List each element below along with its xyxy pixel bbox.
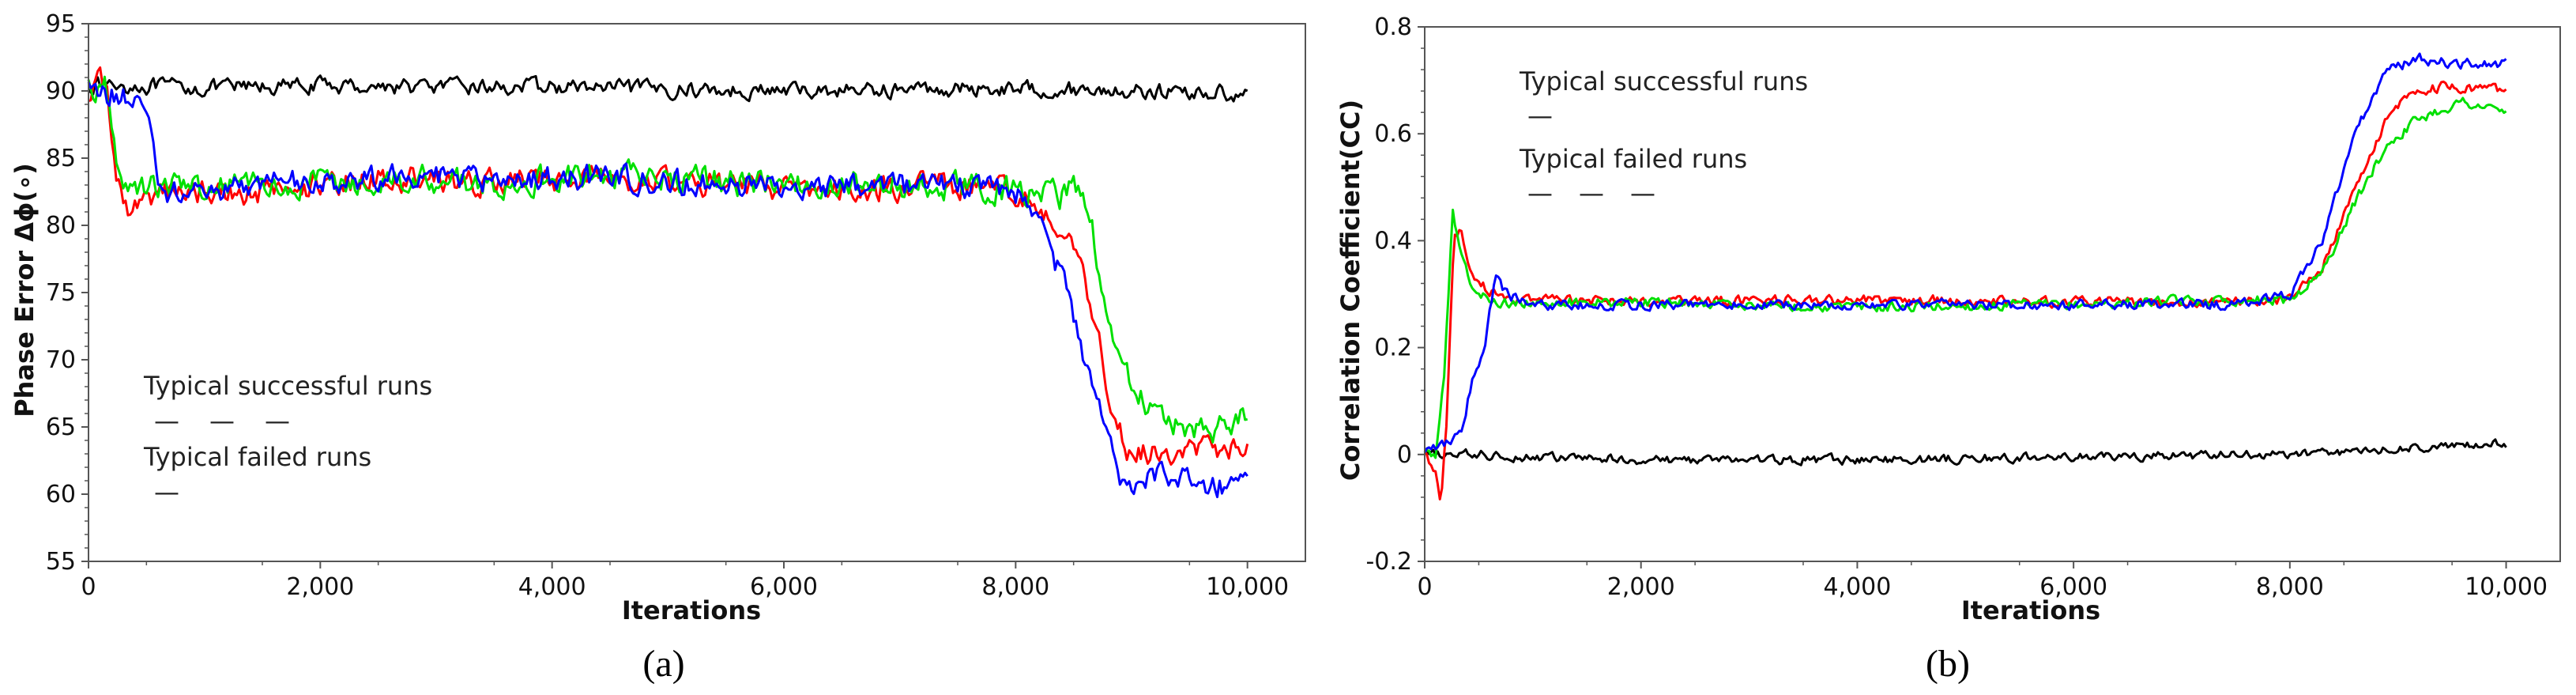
chart-a-legend-successful-label: Typical successful runs xyxy=(143,371,432,401)
chart-b-xtick-label: 0 xyxy=(1417,573,1432,601)
chart-b-caption: (b) xyxy=(1926,643,1970,685)
chart-a-ytick-label: 75 xyxy=(46,279,76,307)
chart-b-ytick-label: 0.8 xyxy=(1374,13,1412,41)
chart-b-ytick-label: 0.4 xyxy=(1374,227,1412,255)
chart-a-line-successful-blue xyxy=(87,81,1248,499)
chart-a-legend-successful-mark-green: — xyxy=(209,406,235,436)
chart-a-legend-failed-mark: — xyxy=(154,477,179,507)
chart-a-line-successful-green xyxy=(87,75,1248,444)
chart-b-ylabel: Correlation Coefficient(CC) xyxy=(1335,100,1365,481)
chart-a-legend-failed-label: Typical failed runs xyxy=(143,442,371,472)
chart-a-xtick-label: 8,000 xyxy=(981,573,1049,601)
chart-b-plot-frame xyxy=(1424,26,2561,562)
chart-a-ytick-label: 90 xyxy=(46,77,76,105)
chart-a-xlabel: Iterations xyxy=(622,595,761,625)
chart-a-line-failed-black xyxy=(87,74,1248,103)
chart-b-xtick-label: 4,000 xyxy=(1823,573,1891,601)
chart-a-legend-successful-mark-red: — xyxy=(154,406,179,436)
chart-b-line-failed-green xyxy=(1424,96,2507,459)
chart-a-ytick-label: 65 xyxy=(46,414,76,441)
chart-b-legend-failed-label: Typical failed runs xyxy=(1519,144,1747,174)
phase-error-chart: Phase Error Δϕ(∘) Iterations (a) Typical… xyxy=(9,10,1306,685)
chart-a-ytick-label: 70 xyxy=(46,346,76,374)
chart-a-ytick-label: 95 xyxy=(46,10,76,38)
chart-b-legend-failed-mark-green: — xyxy=(1579,178,1604,208)
chart-a-line-successful-red xyxy=(88,66,1249,466)
chart-a-ytick-label: 80 xyxy=(46,212,76,240)
chart-a-xtick-label: 2,000 xyxy=(286,573,354,601)
chart-a-xtick-label: 6,000 xyxy=(750,573,818,601)
chart-b-ytick-label: -0.2 xyxy=(1365,548,1412,576)
chart-b-legend-failed-mark-blue: — xyxy=(1630,178,1655,208)
chart-b-xtick-label: 8,000 xyxy=(2256,573,2324,601)
chart-b-series xyxy=(1423,52,2507,500)
chart-b-xlabel: Iterations xyxy=(1961,595,2100,625)
chart-a-ylabel: Phase Error Δϕ(∘) xyxy=(9,163,40,417)
chart-b-line-failed-red xyxy=(1423,80,2507,500)
chart-b-xtick-label: 10,000 xyxy=(2465,573,2548,601)
chart-b-xtick-label: 2,000 xyxy=(1607,573,1675,601)
chart-a-xtick-label: 4,000 xyxy=(518,573,586,601)
chart-b-legend-failed-mark-red: — xyxy=(1527,178,1553,208)
chart-a-series xyxy=(87,66,1249,499)
chart-a-legend-successful-mark-blue: — xyxy=(265,406,290,436)
chart-b-ytick-label: 0.2 xyxy=(1374,334,1412,362)
chart-b-ytick-label: 0 xyxy=(1397,441,1412,469)
chart-a-ytick-label: 60 xyxy=(46,481,76,508)
chart-b-legend-successful-label: Typical successful runs xyxy=(1519,66,1808,96)
chart-a-xtick-label: 10,000 xyxy=(1206,573,1289,601)
chart-b-xtick-label: 6,000 xyxy=(2039,573,2107,601)
correlation-coefficient-chart: Correlation Coefficient(CC) Iterations (… xyxy=(1335,13,2561,685)
chart-a-ytick-label: 55 xyxy=(46,548,76,576)
chart-b-line-successful-black xyxy=(1424,438,2507,466)
chart-b-legend-successful-mark: — xyxy=(1527,100,1553,130)
chart-b-line-failed-blue xyxy=(1423,52,2507,453)
chart-a-ytick-label: 85 xyxy=(46,145,76,172)
chart-a-caption: (a) xyxy=(642,643,684,685)
chart-a-xtick-label: 0 xyxy=(81,573,96,601)
chart-b-ytick-label: 0.6 xyxy=(1374,120,1412,148)
